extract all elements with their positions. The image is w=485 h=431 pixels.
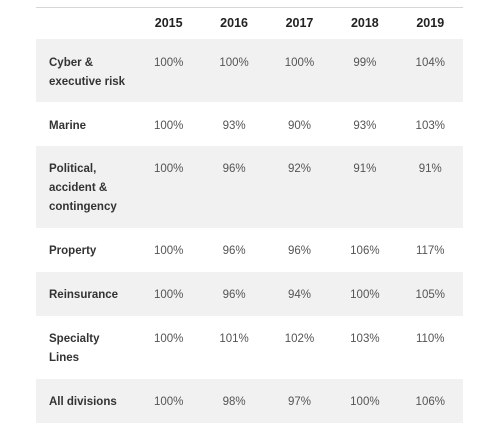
column-header-2018: 2018 — [350, 16, 379, 30]
table-row-cyber: Cyber & executive risk 100% 100% 100% 99… — [36, 39, 463, 102]
table-row-property: Property 100% 96% 96% 106% 117% — [36, 228, 463, 272]
cell-value: 102% — [284, 333, 315, 345]
cell-value: 100% — [153, 396, 184, 408]
cell-value: 106% — [350, 245, 380, 257]
table-row-all-divisions: All divisions 100% 98% 97% 100% 106% — [36, 379, 463, 423]
cell-value: 100% — [153, 57, 184, 69]
table-row-marine: Marine 100% 93% 90% 93% 103% — [36, 102, 463, 146]
cell-value: 94% — [287, 289, 311, 301]
cell-value: 110% — [415, 333, 445, 345]
cell-value: 96% — [222, 245, 246, 257]
cell-value: 96% — [222, 289, 246, 301]
cell-value: 106% — [415, 396, 445, 408]
table-row-reinsurance: Reinsurance 100% 96% 94% 100% 105% — [36, 272, 463, 316]
column-header-2015: 2015 — [154, 16, 183, 30]
row-label: Specialty Lines — [49, 333, 100, 364]
cell-value: 100% — [153, 245, 184, 257]
cell-value: 100% — [284, 57, 315, 69]
cell-value: 103% — [415, 120, 445, 132]
column-header-2017: 2017 — [285, 16, 314, 30]
cell-value: 93% — [222, 120, 246, 132]
header-row: 2015 2016 2017 2018 2019 — [36, 8, 463, 39]
cell-value: 100% — [219, 57, 249, 69]
cell-value: 104% — [415, 57, 445, 69]
table-top-rule — [36, 7, 463, 8]
cell-value: 96% — [222, 163, 246, 175]
cell-value: 99% — [353, 57, 377, 69]
table-row-specialty: Specialty Lines 100% 101% 102% 103% 110% — [36, 316, 463, 379]
cell-value: 97% — [287, 396, 311, 408]
cell-value: 100% — [153, 120, 184, 132]
cell-value: 100% — [153, 163, 184, 175]
cell-value: 93% — [353, 120, 377, 132]
cell-value: 101% — [219, 333, 249, 345]
cell-value: 92% — [287, 163, 311, 175]
cell-value: 100% — [153, 333, 184, 345]
row-label: All divisions — [49, 396, 117, 408]
cell-value: 100% — [153, 289, 184, 301]
data-table: 2015 2016 2017 2018 2019 Cyber & executi… — [36, 7, 463, 423]
row-label: Political, accident & contingency — [49, 163, 117, 213]
cell-value: 103% — [350, 333, 380, 345]
cell-value: 91% — [418, 163, 442, 175]
row-label: Reinsurance — [49, 289, 119, 301]
row-label: Property — [49, 245, 97, 257]
cell-value: 117% — [415, 245, 445, 257]
cell-value: 96% — [287, 245, 311, 257]
column-header-2019: 2019 — [416, 16, 445, 30]
row-label: Marine — [49, 120, 87, 132]
cell-value: 91% — [353, 163, 377, 175]
table-row-political: Political, accident & contingency 100% 9… — [36, 146, 463, 228]
cell-value: 100% — [350, 289, 380, 301]
cell-value: 105% — [415, 289, 445, 301]
cell-value: 100% — [350, 396, 380, 408]
column-header-2016: 2016 — [220, 16, 248, 30]
cell-value: 98% — [222, 396, 246, 408]
row-label: Cyber & executive risk — [49, 57, 126, 88]
cell-value: 90% — [287, 120, 311, 132]
